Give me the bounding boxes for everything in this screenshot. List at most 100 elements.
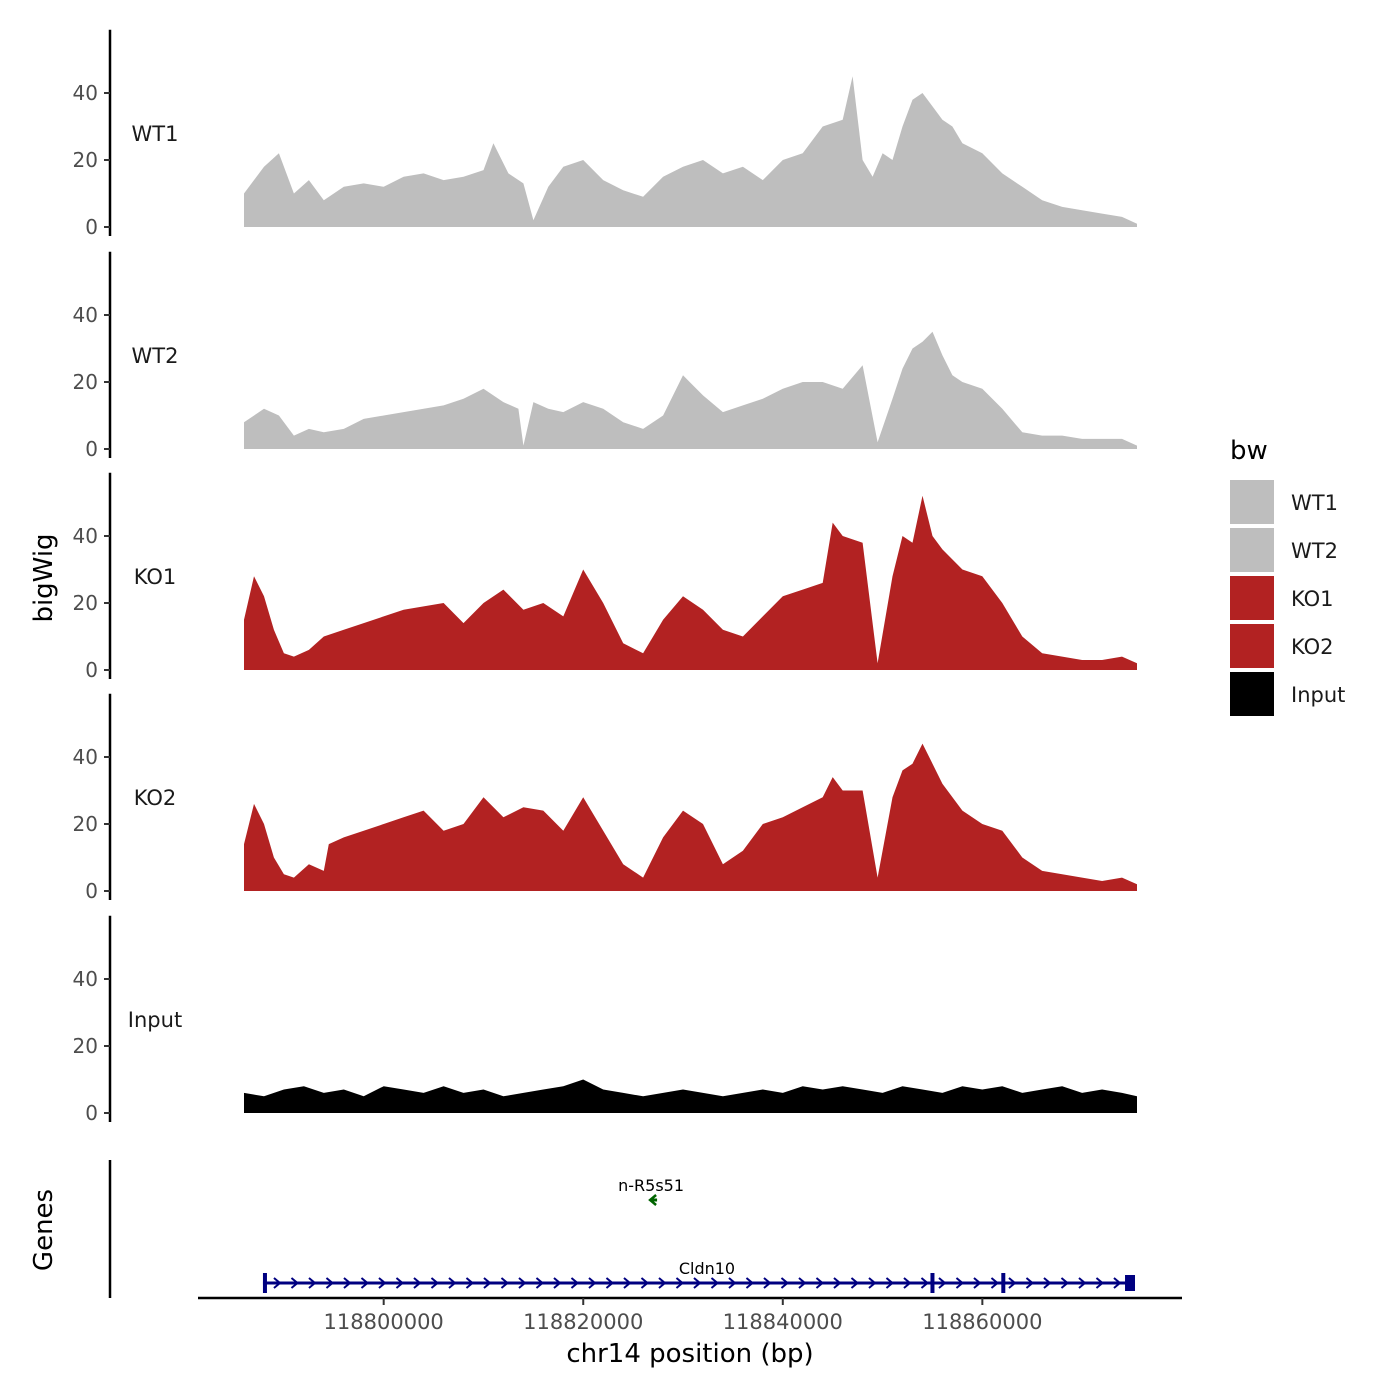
legend-swatch <box>1230 480 1274 524</box>
strand-arrow <box>1113 1277 1122 1289</box>
legend-entry-wt2: WT2 <box>1230 528 1338 572</box>
genes-axis-title: Genes <box>29 1189 59 1271</box>
strand-arrow <box>343 1277 352 1289</box>
gene-label: Cldn10 <box>679 1259 735 1278</box>
track-input: 0 20 40 Input <box>73 915 1137 1125</box>
strand-arrow <box>1095 1277 1105 1289</box>
legend-label: Input <box>1291 683 1345 707</box>
strand-arrow <box>1060 1277 1070 1289</box>
track-label: Input <box>128 1008 182 1032</box>
strand-arrow <box>378 1277 387 1289</box>
strand-arrow <box>465 1277 475 1289</box>
strand-arrow <box>553 1277 562 1289</box>
y-tick-label: 40 <box>73 745 98 769</box>
coverage-area <box>244 743 1137 891</box>
strand-arrow <box>868 1277 877 1289</box>
coverage-area <box>244 331 1137 449</box>
y-tick-label: 0 <box>85 658 98 682</box>
track-label: KO2 <box>134 786 177 810</box>
legend-label: KO1 <box>1291 587 1334 611</box>
strand-arrow <box>325 1277 335 1289</box>
strand-arrow <box>675 1277 685 1289</box>
legend-entry-wt1: WT1 <box>1230 480 1338 524</box>
y-tick-label: 40 <box>73 81 98 105</box>
y-tick-label: 0 <box>85 879 98 903</box>
y-tick-label: 0 <box>85 215 98 239</box>
y-tick-label: 20 <box>73 812 98 836</box>
x-tick-label: 118800000 <box>324 1310 444 1334</box>
legend-entry-input: Input <box>1230 672 1345 716</box>
track-label: WT2 <box>132 344 179 368</box>
y-tick-label: 20 <box>73 591 98 615</box>
strand-arrow <box>728 1277 737 1289</box>
strand-arrow <box>360 1277 370 1289</box>
strand-arrow <box>518 1277 527 1289</box>
strand-arrow <box>500 1277 510 1289</box>
y-tick-label: 40 <box>73 967 98 991</box>
y-tick-label: 20 <box>73 370 98 394</box>
strand-arrow <box>815 1277 825 1289</box>
track-label: KO1 <box>134 565 177 589</box>
strand-arrow <box>693 1277 702 1289</box>
strand-arrow <box>955 1277 965 1289</box>
track-label: WT1 <box>132 122 179 146</box>
strand-arrow <box>648 1194 657 1206</box>
track-ko2: 0 20 40 KO2 <box>73 693 1137 903</box>
strand-arrow <box>290 1277 300 1289</box>
gene-exon <box>1125 1275 1136 1291</box>
strand-arrow <box>833 1277 842 1289</box>
coverage-area <box>244 1079 1137 1113</box>
strand-arrow <box>1043 1277 1052 1289</box>
y-tick-label: 20 <box>73 148 98 172</box>
strand-arrow <box>1025 1277 1035 1289</box>
legend-entry-ko2: KO2 <box>1230 624 1334 668</box>
gene-exon <box>930 1273 935 1293</box>
strand-arrow <box>1008 1277 1017 1289</box>
strand-arrow <box>745 1277 755 1289</box>
legend-label: WT2 <box>1291 539 1338 563</box>
strand-arrow <box>448 1277 457 1289</box>
strand-arrow <box>903 1277 912 1289</box>
strand-arrow <box>640 1277 650 1289</box>
legend-label: WT1 <box>1291 491 1338 515</box>
strand-arrow <box>710 1277 720 1289</box>
legend-entry-ko1: KO1 <box>1230 576 1334 620</box>
legend-swatch <box>1230 528 1274 572</box>
legend-swatch <box>1230 672 1274 716</box>
gene-n-r5s51: n-R5s51 <box>618 1176 684 1206</box>
legend-swatch <box>1230 576 1274 620</box>
coverage-area <box>244 76 1137 227</box>
strand-arrow <box>535 1277 545 1289</box>
gene-cldn10: Cldn10 <box>262 1259 1136 1293</box>
strand-arrow <box>990 1277 1000 1289</box>
strand-arrow <box>430 1277 440 1289</box>
y-tick-label: 40 <box>73 303 98 327</box>
track-wt2: 0 20 40 WT2 <box>73 251 1137 461</box>
x-tick-label: 118820000 <box>523 1310 643 1334</box>
legend-swatch <box>1230 624 1274 668</box>
track-wt1: 0 20 40 WT1 <box>73 29 1137 239</box>
genes-panel: n-R5s51 Cldn10 <box>108 1160 1136 1298</box>
strand-arrow <box>798 1277 807 1289</box>
legend: WT1 WT2 KO1 KO2 Input <box>1230 480 1345 716</box>
strand-arrow <box>483 1277 492 1289</box>
y-tick-label: 0 <box>85 1101 98 1125</box>
strand-arrow <box>885 1277 895 1289</box>
strand-arrow <box>938 1277 947 1289</box>
y-axis-title: bigWig <box>29 533 59 622</box>
strand-arrow <box>623 1277 632 1289</box>
strand-arrow <box>413 1277 422 1289</box>
gene-exon <box>1001 1273 1006 1293</box>
y-tick-label: 20 <box>73 1034 98 1058</box>
x-axis: 118800000 118820000 118840000 118860000 <box>198 1296 1182 1334</box>
strand-arrow <box>273 1277 282 1289</box>
strand-arrow <box>570 1277 580 1289</box>
strand-arrow <box>763 1277 772 1289</box>
strand-arrow <box>973 1277 982 1289</box>
strand-arrow <box>658 1277 667 1289</box>
gene-label: n-R5s51 <box>618 1176 684 1195</box>
x-tick-label: 118860000 <box>922 1310 1042 1334</box>
legend-label: KO2 <box>1291 635 1334 659</box>
